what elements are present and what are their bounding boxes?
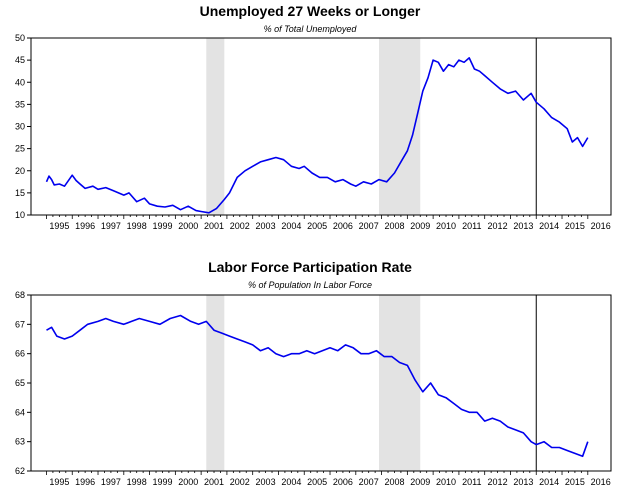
x-tick-label: 2005	[307, 221, 327, 231]
x-tick-label: 1995	[49, 477, 69, 487]
y-tick-label: 30	[15, 122, 25, 132]
x-tick-label: 2004	[281, 221, 301, 231]
x-tick-label: 1998	[127, 477, 147, 487]
plot-frame	[30, 294, 612, 472]
y-tick-label: 40	[15, 77, 25, 87]
x-tick-label: 2014	[539, 477, 559, 487]
x-tick-label: 2001	[204, 221, 224, 231]
x-tick-label: 2015	[565, 477, 585, 487]
x-tick-label: 2016	[591, 221, 611, 231]
x-tick-label: 2008	[384, 477, 404, 487]
x-tick-label: 2006	[333, 221, 353, 231]
y-tick-label: 20	[15, 166, 25, 176]
recession-band	[379, 38, 421, 215]
x-tick-label: 1996	[75, 477, 95, 487]
y-tick-label: 67	[15, 319, 25, 329]
x-tick-label: 2002	[230, 221, 250, 231]
series-line	[46, 314, 589, 458]
series-line	[45, 57, 589, 214]
chart-2-subtitle: % of Population In Labor Force	[248, 280, 372, 290]
y-tick-label: 45	[15, 55, 25, 65]
y-tick-label: 35	[15, 99, 25, 109]
plot-frame	[30, 37, 612, 216]
y-tick-label: 64	[15, 407, 25, 417]
x-tick-label: 2003	[256, 477, 276, 487]
x-tick-label: 2005	[307, 477, 327, 487]
y-tick-label: 65	[15, 378, 25, 388]
y-tick-label: 62	[15, 466, 25, 476]
x-tick-label: 2013	[513, 477, 533, 487]
x-tick-label: 2012	[488, 477, 508, 487]
x-tick-label: 2008	[384, 221, 404, 231]
x-tick-label: 1997	[101, 477, 121, 487]
x-tick-label: 2007	[359, 477, 379, 487]
y-tick-label: 68	[15, 290, 25, 300]
x-tick-label: 2011	[462, 221, 481, 231]
y-tick-label: 63	[15, 437, 25, 447]
x-tick-label: 2014	[539, 221, 559, 231]
x-tick-label: 2000	[178, 477, 198, 487]
x-tick-label: 1999	[152, 221, 172, 231]
x-tick-label: 1999	[152, 477, 172, 487]
recession-band	[379, 295, 421, 471]
x-tick-label: 2006	[333, 477, 353, 487]
chart-2-title: Labor Force Participation Rate	[208, 259, 412, 275]
chart-1-subtitle: % of Total Unemployed	[264, 24, 358, 34]
x-tick-label: 2010	[436, 221, 456, 231]
x-tick-label: 2010	[436, 477, 456, 487]
x-tick-label: 2016	[591, 477, 611, 487]
x-tick-label: 2000	[178, 221, 198, 231]
recession-band	[206, 38, 225, 215]
x-tick-label: 2004	[281, 477, 301, 487]
x-tick-label: 2001	[204, 477, 224, 487]
x-tick-label: 2011	[462, 477, 481, 487]
x-tick-label: 2002	[230, 477, 250, 487]
x-tick-label: 2009	[410, 477, 430, 487]
x-tick-label: 1996	[75, 221, 95, 231]
chart-unemployed-27-weeks: Unemployed 27 Weeks or Longer % of Total…	[15, 3, 612, 231]
y-tick-label: 66	[15, 349, 25, 359]
chart-1-plot-area: 10 15 20 25 30 35 40 45 50 1995 1996 1997 1998 1999 20…	[15, 33, 612, 231]
x-tick-label: 2012	[488, 221, 508, 231]
y-tick-label: 50	[15, 33, 25, 43]
x-tick-label: 2009	[410, 221, 430, 231]
recession-band	[206, 295, 225, 471]
chart-2-plot-area: 62 63 64 65 66 67 68 1995 1996 1997 1998 1999 2000 20…	[15, 290, 612, 487]
x-tick-label: 1998	[127, 221, 147, 231]
x-tick-label: 1995	[49, 221, 69, 231]
x-tick-label: 1997	[101, 221, 121, 231]
x-tick-label: 2013	[513, 221, 533, 231]
chart-1-title: Unemployed 27 Weeks or Longer	[200, 3, 421, 19]
x-tick-label: 2007	[359, 221, 379, 231]
chart-labor-force-participation: Labor Force Participation Rate % of Popu…	[15, 259, 612, 487]
y-tick-label: 15	[15, 188, 25, 198]
y-tick-label: 10	[15, 210, 25, 220]
y-tick-label: 25	[15, 144, 25, 154]
x-tick-label: 2015	[565, 221, 585, 231]
x-tick-label: 2003	[256, 221, 276, 231]
